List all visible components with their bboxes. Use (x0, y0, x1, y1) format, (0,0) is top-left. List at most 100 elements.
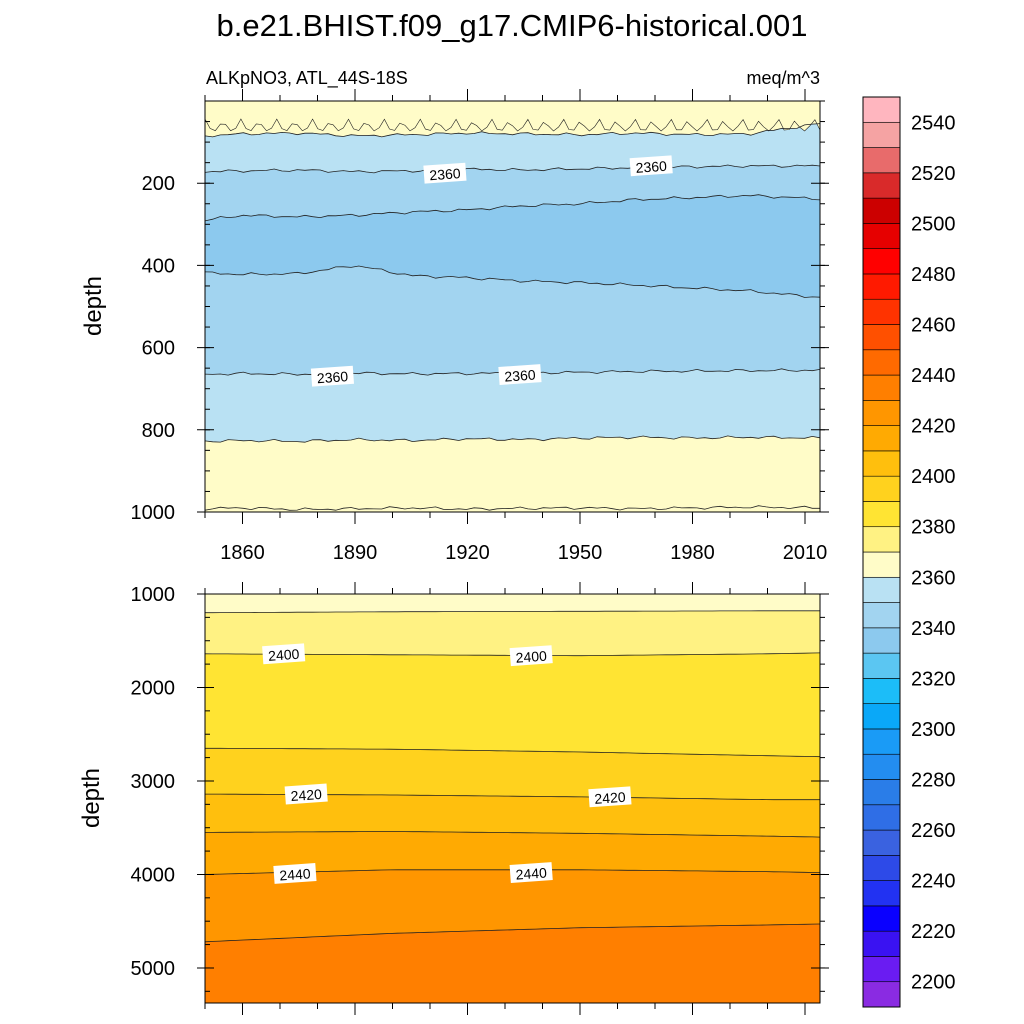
colorbar-label: 2440 (911, 365, 956, 387)
upper-contour-label: 2360 (629, 155, 673, 177)
colorbar-swatch (862, 880, 901, 907)
colorbar-swatch (862, 273, 901, 300)
lower-y-tick-label: 2000 (131, 677, 176, 699)
colorbar-label: 2520 (911, 163, 956, 185)
colorbar-swatch (862, 248, 901, 275)
upper-units-label: meq/m^3 (747, 68, 820, 88)
lower-contour-line (205, 831, 820, 838)
upper-y-tick-label: 1000 (131, 502, 176, 524)
lower-contour-line (205, 610, 820, 614)
colorbar-label: 2460 (911, 315, 956, 337)
upper-contour-label: 2360 (310, 365, 355, 387)
colorbar-label: 2400 (911, 466, 956, 488)
lower-contour-label: 2420 (588, 786, 632, 808)
figure-title: b.e21.BHIST.f09_g17.CMIP6-historical.001 (216, 8, 807, 43)
x-tick-label: 1860 (220, 542, 265, 564)
upper-axis-ticks: 200 400 600 800 1000 1860 1890 1920 1950 1980 2010 (131, 89, 829, 564)
x-tick-label: 1890 (333, 542, 378, 564)
svg-text:2360: 2360 (504, 366, 536, 384)
upper-contour-line (205, 435, 820, 443)
colorbar-label: 2380 (911, 517, 956, 539)
lower-contour-label: 2420 (284, 783, 328, 805)
x-tick-label: 1980 (670, 542, 715, 564)
lower-contour-labels: 2400 2400 2420 2420 2440 2440 (262, 643, 632, 884)
colorbar-label: 2340 (911, 618, 956, 640)
colorbar-swatch (862, 956, 901, 983)
colorbar-swatch (862, 526, 901, 553)
x-tick-label: 1920 (445, 542, 490, 564)
svg-text:2420: 2420 (594, 789, 626, 807)
colorbar-label: 2260 (911, 820, 956, 842)
colorbar-swatch (862, 475, 901, 502)
svg-text:2440: 2440 (279, 865, 311, 883)
colorbar-swatch (862, 905, 901, 932)
colorbar-swatch (862, 627, 901, 654)
colorbar-swatch (862, 172, 901, 199)
colorbar-swatch (862, 223, 901, 249)
colorbar-swatch (862, 703, 901, 730)
svg-text:2360: 2360 (429, 165, 461, 183)
colorbar-label: 2500 (911, 213, 956, 235)
lower-y-tick-label: 5000 (131, 958, 176, 980)
colorbar-swatch (862, 121, 901, 148)
lower-contour-label: 2440 (273, 863, 317, 884)
upper-y-tick-label: 400 (142, 255, 175, 277)
svg-text:2360: 2360 (316, 368, 348, 386)
colorbar-swatch (862, 551, 901, 578)
colorbar-swatch (862, 855, 901, 881)
lower-fill-band (205, 594, 820, 613)
svg-text:2360: 2360 (635, 158, 667, 176)
colorbar-swatch (862, 602, 901, 629)
colorbar-label: 2200 (911, 972, 956, 994)
upper-surface-patch (205, 101, 820, 132)
lower-panel: 2400 2400 2420 2420 2440 2440 1000 2000 3000 400… (78, 582, 829, 1015)
colorbar-label: 2240 (911, 871, 956, 893)
upper-panel: 2360 2360 2360 2360 200 400 600 800 1000 1860 189… (80, 89, 829, 564)
upper-fill-band (205, 435, 820, 511)
colorbar-swatch (862, 96, 901, 123)
colorbar-swatch (862, 197, 901, 224)
upper-contour-labels: 2360 2360 2360 2360 (310, 155, 673, 387)
upper-y-tick-label: 600 (142, 338, 175, 360)
colorbar-swatch (862, 930, 901, 957)
colorbar-swatch (862, 450, 901, 477)
colorbar: 2200 2220 2240 2260 2280 2300 2320 2340 2360 2380… (862, 96, 956, 1008)
upper-left-label: ALKpNO3, ATL_44S-18S (206, 68, 408, 89)
colorbar-swatch (862, 576, 901, 603)
colorbar-swatch (862, 804, 901, 831)
lower-contour-line (205, 747, 820, 758)
lower-axis-ticks: 1000 2000 3000 4000 5000 (131, 582, 829, 1015)
colorbar-swatch (862, 501, 901, 528)
upper-contour-line (205, 194, 820, 222)
upper-y-tick-label: 200 (142, 173, 175, 195)
x-tick-label: 1950 (558, 542, 603, 564)
lower-contour-label: 2400 (509, 645, 553, 667)
colorbar-swatch (862, 981, 901, 1008)
colorbar-swatch (862, 652, 901, 679)
lower-y-axis-label: depth (78, 768, 105, 828)
lower-contour-line (205, 923, 820, 943)
upper-contour-line (205, 265, 820, 298)
colorbar-label: 2300 (911, 719, 956, 741)
lower-y-tick-label: 1000 (131, 584, 176, 606)
svg-text:2400: 2400 (268, 646, 300, 664)
colorbar-label: 2220 (911, 921, 956, 943)
colorbar-label: 2420 (911, 416, 956, 438)
upper-y-axis-label: depth (80, 276, 107, 336)
upper-contour-line (205, 505, 820, 511)
colorbar-label: 2540 (911, 112, 956, 134)
colorbar-swatch (862, 728, 901, 755)
colorbar-swatch (862, 400, 901, 426)
lower-y-tick-label: 3000 (131, 771, 176, 793)
upper-contour-label: 2360 (423, 162, 467, 184)
upper-y-tick-label: 800 (142, 420, 175, 442)
colorbar-swatch (862, 374, 901, 401)
upper-contour-label: 2360 (498, 364, 542, 385)
upper-contour-fills (205, 101, 820, 512)
colorbar-swatch (862, 829, 901, 856)
upper-contour-line (205, 123, 820, 138)
lower-contour-label: 2400 (262, 643, 306, 665)
lower-contour-lines (205, 610, 820, 943)
colorbar-swatch (862, 678, 901, 704)
